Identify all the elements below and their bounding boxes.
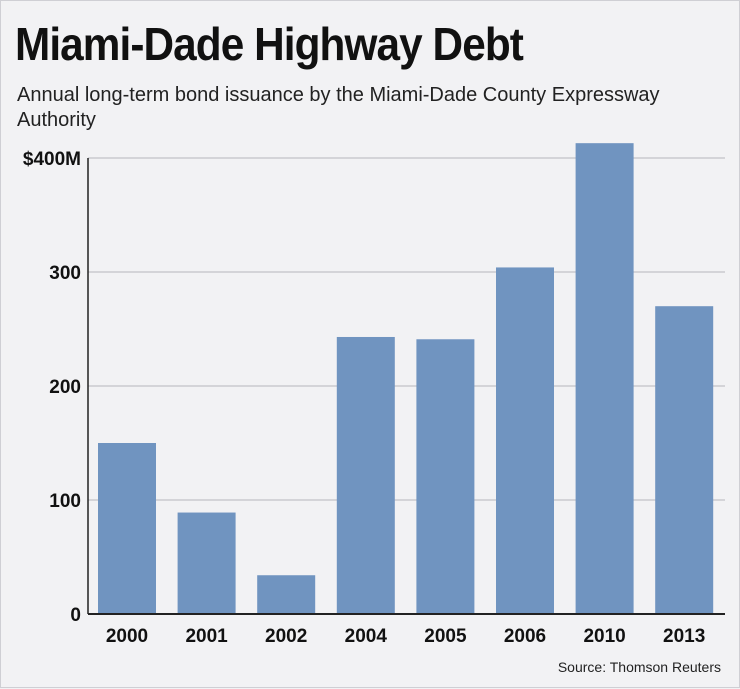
x-tick-label: 2002 [265,626,307,647]
chart-title: Miami-Dade Highway Debt [15,18,524,70]
bar [416,339,475,614]
y-tick-label: 200 [49,377,81,398]
y-tick-label: $400M [23,149,81,170]
x-tick-label: 2004 [345,626,388,647]
x-tick-label: 2006 [504,626,546,647]
source-note: Source: Thomson Reuters [557,659,721,675]
bar [496,267,554,614]
bar [98,443,156,614]
bar [655,306,714,614]
y-tick-label: 0 [70,605,81,626]
chart-subtitle: Annual long-term bond issuance by the Mi… [17,84,660,131]
bar [177,512,236,614]
x-tick-label: 2013 [663,626,705,647]
bar [336,336,395,614]
x-tick-label: 2001 [185,626,228,647]
x-tick-label: 2005 [424,626,467,647]
x-tick-label: 2010 [583,626,625,647]
y-tick-label: 300 [49,263,81,284]
bar [575,143,634,614]
x-tick-label: 2000 [106,626,148,647]
bar [257,575,316,614]
y-tick-label: 100 [49,491,81,512]
